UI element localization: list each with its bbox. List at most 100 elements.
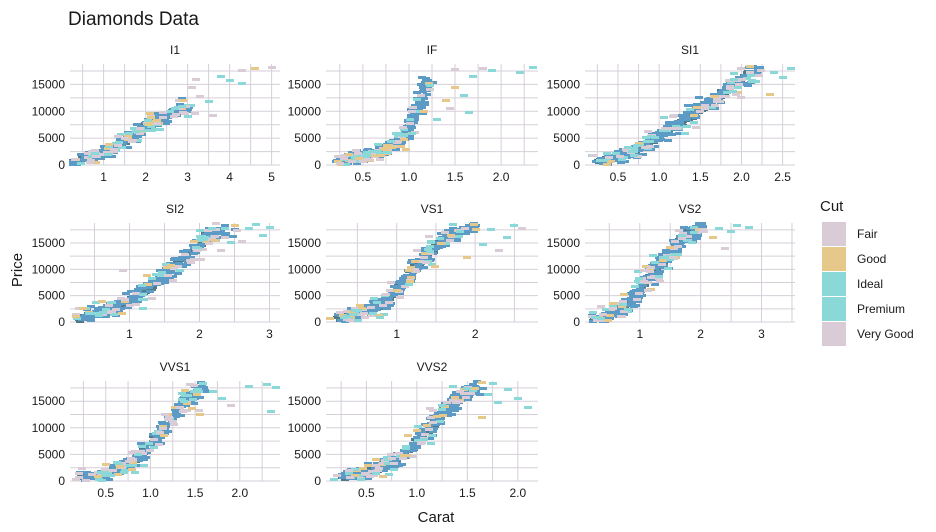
tile-good — [188, 407, 196, 410]
y-tick-label: 0 — [573, 158, 580, 172]
x-tick-label: 4 — [226, 170, 233, 184]
tile-outlier — [268, 66, 276, 69]
tile-ideal — [372, 472, 380, 475]
tile-good — [646, 268, 654, 271]
tile-premium — [678, 234, 686, 237]
tile-very-good — [738, 78, 746, 81]
y-tick-label: 10000 — [288, 262, 322, 276]
tile-overlap — [421, 250, 429, 253]
tile-premium — [156, 128, 164, 131]
tile-overlap — [663, 125, 671, 128]
tile-fair — [212, 222, 220, 225]
tile-fair — [462, 396, 470, 399]
tile-overlap — [150, 443, 158, 446]
tile-good — [620, 293, 628, 296]
tile-outlier — [238, 69, 246, 72]
tile-very-good — [136, 132, 144, 135]
tile-fair — [661, 127, 669, 130]
tile-fair — [375, 467, 383, 470]
tile-good — [159, 425, 167, 428]
tile-outlier — [446, 107, 454, 110]
tile-premium — [134, 139, 142, 142]
tile-fair — [426, 252, 434, 255]
tile-overlap — [651, 145, 659, 148]
tile-overlap — [432, 247, 440, 250]
tile-ideal — [369, 312, 377, 315]
tile-overlap — [109, 472, 117, 475]
tile-ideal — [630, 154, 638, 157]
tile-outlier — [460, 94, 468, 97]
tile-very-good — [333, 474, 341, 477]
tile-ideal — [655, 275, 663, 278]
tile-premium — [362, 155, 370, 158]
tile-overlap — [680, 226, 688, 229]
tile-overlap — [444, 237, 452, 240]
tile-premium — [602, 308, 610, 311]
tile-good — [407, 266, 415, 269]
tile-very-good — [412, 270, 420, 273]
tile-overlap — [135, 459, 143, 462]
y-tick-label: 10000 — [32, 421, 66, 435]
tile-ideal — [138, 284, 146, 287]
tile-good — [144, 283, 152, 286]
tile-overlap — [610, 156, 618, 159]
tile-outlier — [766, 93, 774, 96]
tile-overlap — [82, 159, 90, 162]
tile-good — [425, 82, 433, 85]
y-tick-label: 0 — [58, 315, 65, 329]
tile-fair — [379, 462, 387, 465]
tile-fair — [176, 406, 184, 409]
tile-fair — [633, 298, 641, 301]
tile-very-good — [396, 296, 404, 299]
x-tick-label: 3 — [266, 327, 273, 341]
tile-premium — [385, 473, 393, 476]
tile-ideal — [747, 74, 755, 77]
tile-overlap — [679, 116, 687, 119]
tile-overlap — [706, 97, 714, 100]
x-tick-label: 1.0 — [142, 486, 159, 500]
tile-overlap — [605, 311, 613, 314]
facet-panel-i1: I1 1 2 3 4 5 0 5000 10000 15000 — [32, 43, 280, 184]
tile-premium — [180, 400, 188, 403]
tile-overlap — [361, 304, 369, 307]
tile-premium — [380, 313, 388, 316]
tile-overlap — [453, 238, 461, 241]
tile-overlap — [387, 460, 395, 463]
tile-overlap — [88, 477, 96, 480]
tile-ideal — [121, 469, 129, 472]
tile-overlap — [172, 415, 180, 418]
tile-ideal — [455, 235, 463, 238]
facet-panel-vs2: VS2 1 2 3 0 5000 10000 15000 — [547, 202, 795, 341]
tile-fair — [153, 282, 161, 285]
tile-premium — [469, 389, 477, 392]
tile-overlap — [684, 231, 692, 234]
tile-overlap — [407, 108, 415, 111]
tile-overlap — [146, 290, 154, 293]
tile-very-good — [346, 476, 354, 479]
tile-premium — [141, 129, 149, 132]
tile-good — [607, 160, 615, 163]
tile-overlap — [115, 310, 123, 313]
tile-outlier — [469, 75, 477, 78]
tile-fair — [623, 149, 631, 152]
legend-key-good — [822, 247, 846, 271]
tile-fair — [656, 280, 664, 283]
tile-overlap — [409, 444, 417, 447]
tile-very-good — [197, 258, 205, 261]
tile-good — [153, 119, 161, 122]
tile-premium — [463, 387, 471, 390]
tile-overlap — [340, 474, 348, 477]
tile-overlap — [414, 264, 422, 267]
tile-premium — [92, 301, 100, 304]
tile-overlap — [217, 229, 225, 232]
tile-very-good — [735, 83, 743, 86]
tile-premium — [95, 314, 103, 317]
tile-premium — [384, 151, 392, 154]
tile-very-good — [348, 160, 356, 163]
tile-overlap — [77, 153, 85, 156]
tile-premium — [151, 128, 159, 131]
tile-fair — [647, 266, 655, 269]
tile-very-good — [221, 236, 229, 239]
tile-premium — [387, 140, 395, 143]
tile-fair — [746, 71, 754, 74]
